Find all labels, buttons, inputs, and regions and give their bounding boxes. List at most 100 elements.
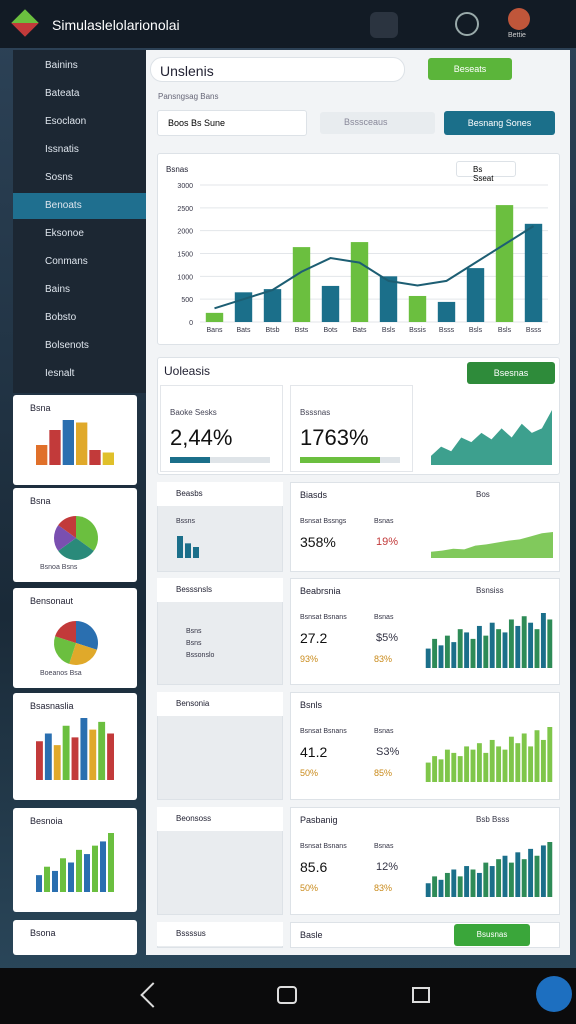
row-left-label: Bssns bbox=[176, 518, 196, 525]
value: 83% bbox=[374, 883, 393, 893]
row-tag: Bsnsiss bbox=[476, 586, 504, 595]
nav-item[interactable]: Issnatis bbox=[45, 144, 79, 155]
value: 41.2 bbox=[300, 744, 328, 760]
value: 358% bbox=[300, 534, 336, 550]
row-left-head bbox=[157, 692, 283, 716]
app-bar: Simulaslelolarionolai Bettie bbox=[0, 0, 576, 48]
header-bar bbox=[150, 57, 405, 82]
icon-button[interactable] bbox=[370, 12, 398, 38]
nav-item[interactable]: Bains bbox=[45, 284, 71, 295]
row-tag: Bos bbox=[476, 490, 490, 499]
value: S3% bbox=[376, 746, 400, 758]
row-right-title: Beabrsnia bbox=[300, 586, 341, 596]
row-right-title: Bsnls bbox=[300, 700, 323, 710]
kpi-label: Bsssnas bbox=[300, 408, 331, 417]
fab[interactable] bbox=[536, 976, 572, 1012]
legend-item: Bssonslo bbox=[186, 652, 215, 659]
row-button[interactable]: Bsusnas bbox=[454, 924, 530, 946]
nav-item[interactable]: Bobsto bbox=[45, 312, 77, 323]
user-name: Bettie bbox=[508, 32, 526, 39]
value: 27.2 bbox=[300, 630, 328, 646]
row-left-title: Besssnsls bbox=[176, 585, 213, 594]
row-right-card bbox=[290, 578, 560, 685]
nav-item[interactable]: Bolsenots bbox=[45, 340, 89, 351]
row-left-head bbox=[157, 807, 283, 831]
avatar[interactable] bbox=[508, 8, 530, 30]
side-card-title: Besnoia bbox=[30, 816, 63, 826]
value: 83% bbox=[374, 654, 393, 664]
row-left-title: Beasbs bbox=[176, 489, 203, 498]
side-card-caption: Boeanos Bsa bbox=[40, 670, 82, 677]
nav-item[interactable]: Conmans bbox=[45, 256, 88, 267]
nav-item[interactable]: Esoclaon bbox=[45, 116, 87, 127]
side-card-title: Bsna bbox=[30, 403, 51, 413]
filter-button[interactable]: Besnang Sones bbox=[444, 111, 555, 135]
logo bbox=[11, 9, 39, 37]
value: 50% bbox=[300, 768, 319, 778]
nav-item[interactable]: Bateata bbox=[45, 88, 80, 99]
select[interactable]: Boos Bs Sune bbox=[157, 110, 307, 136]
col-label: Bsnas bbox=[374, 728, 394, 735]
legend-item: Bsns bbox=[186, 640, 202, 647]
row-left-title: Bssssus bbox=[176, 929, 206, 938]
row-right-card bbox=[290, 807, 560, 915]
value: 93% bbox=[300, 654, 319, 664]
row-left-head bbox=[157, 482, 283, 506]
col-label: Bsnas bbox=[374, 843, 394, 850]
value: 50% bbox=[300, 883, 319, 893]
chart-card bbox=[157, 153, 560, 345]
row-left-head bbox=[157, 922, 283, 946]
kpi-label: Baoke Sesks bbox=[170, 408, 217, 417]
side-card-caption: Bsnoa Bsns bbox=[40, 564, 78, 571]
row-right-title: Biasds bbox=[300, 490, 328, 500]
icon-button[interactable] bbox=[455, 12, 479, 36]
value: 85.6 bbox=[300, 859, 328, 875]
row-right-card bbox=[290, 482, 560, 572]
nav-item[interactable]: Eksonoe bbox=[45, 228, 84, 239]
side-card-title: Bsasnaslia bbox=[30, 701, 74, 711]
kpi-value: 1763% bbox=[300, 425, 369, 450]
section-button[interactable]: Bsesnas bbox=[467, 362, 555, 384]
chart-title: Bsnas bbox=[166, 165, 189, 174]
main-panel: Unslenis Beseats Pansngsag Bans Boos Bs … bbox=[146, 50, 570, 955]
home[interactable] bbox=[277, 986, 297, 1004]
row-left-title: Beonsoss bbox=[176, 814, 212, 823]
nav-item[interactable]: Sosns bbox=[45, 172, 73, 183]
side-card-title: Bsna bbox=[30, 496, 51, 506]
col-label: Bsnsat Bsnans bbox=[300, 614, 347, 621]
recents[interactable] bbox=[412, 987, 430, 1003]
col-label: Bsnsat Bsnans bbox=[300, 728, 347, 735]
value: $5% bbox=[376, 632, 399, 644]
row-right-title: Basle bbox=[300, 930, 323, 940]
legend-item: Bsns bbox=[186, 628, 202, 635]
side-card bbox=[13, 808, 137, 912]
primary-button[interactable]: Beseats bbox=[428, 58, 512, 80]
row-left-head bbox=[157, 578, 283, 602]
page-title: Unslenis bbox=[160, 63, 214, 79]
back[interactable] bbox=[140, 982, 166, 1008]
legend: Bs Sseat bbox=[456, 161, 516, 183]
kpi-value: 2,44% bbox=[170, 425, 233, 450]
breadcrumb: Pansngsag Bans bbox=[158, 92, 219, 101]
side-card bbox=[13, 920, 137, 955]
search[interactable]: Bsssceaus bbox=[320, 112, 435, 134]
side-card-title: Bsona bbox=[30, 928, 56, 938]
nav-item[interactable]: Bainins bbox=[45, 60, 78, 71]
nav-item[interactable]: Benoats bbox=[13, 193, 146, 219]
row-right-title: Pasbanig bbox=[300, 815, 338, 825]
side-card-title: Bensonaut bbox=[30, 596, 74, 606]
system-nav bbox=[0, 968, 576, 1024]
value: 85% bbox=[374, 768, 393, 778]
col-label: Bsnsat Bssngs bbox=[300, 518, 347, 525]
app-title: Simulaslelolarionolai bbox=[52, 17, 180, 33]
col-label: Bsnas bbox=[374, 518, 394, 525]
sidebar: Bainins Bateata Esoclaon Issnatis Sosns Benoa… bbox=[13, 50, 146, 393]
col-label: Bsnsat Bsnans bbox=[300, 843, 347, 850]
value: 12% bbox=[376, 861, 399, 873]
nav-item[interactable]: Iesnalt bbox=[45, 368, 75, 379]
section-title: Uoleasis bbox=[164, 364, 211, 378]
row-tag: Bsb Bsss bbox=[476, 815, 510, 824]
col-label: Bsnas bbox=[374, 614, 394, 621]
row-right-card bbox=[290, 692, 560, 800]
